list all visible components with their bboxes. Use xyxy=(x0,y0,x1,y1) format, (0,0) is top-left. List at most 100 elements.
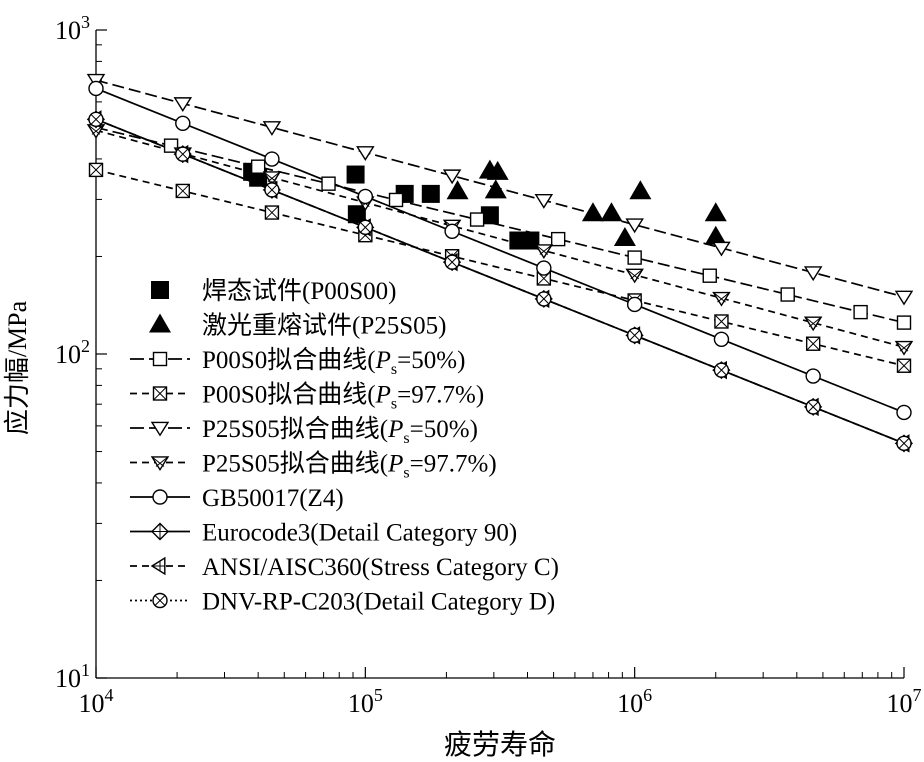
marker-shape xyxy=(149,313,171,333)
marker-cross xyxy=(630,268,643,280)
marker-cross xyxy=(538,293,550,305)
series-1-point xyxy=(629,180,652,200)
series-line-6 xyxy=(95,87,905,414)
legend-marker xyxy=(152,386,168,401)
marker-shape xyxy=(356,146,375,161)
legend-label: P00S0拟合曲线(Ps=50%) xyxy=(202,346,465,378)
marker-shape xyxy=(250,159,266,174)
legend-entry: 激光重熔试件(P25S05) xyxy=(149,312,446,340)
marker-cross xyxy=(899,341,913,352)
series-3-marker xyxy=(175,183,190,199)
marker-cross xyxy=(714,314,729,329)
marker-cross xyxy=(87,124,101,135)
series-3-marker xyxy=(714,314,729,329)
marker-shape xyxy=(486,160,509,180)
tick-labels: 104 105 106 107 101 102 103 xyxy=(55,12,922,718)
marker-cross xyxy=(804,316,818,328)
series-9-marker xyxy=(88,111,104,128)
marker-shape xyxy=(346,165,365,184)
marker-shape xyxy=(357,188,374,205)
series-line-2 xyxy=(95,126,905,324)
marker-shape xyxy=(780,287,795,302)
marker-shape xyxy=(521,231,540,250)
series-2-marker xyxy=(702,268,717,283)
y-tick-label: 102 xyxy=(55,336,90,369)
series-9-marker xyxy=(357,219,374,236)
series-3-marker xyxy=(264,205,280,220)
marker-shape xyxy=(264,151,280,167)
legend-entry: Eurocode3(Detail Category 90) xyxy=(130,520,517,547)
marker-shape xyxy=(894,290,914,306)
series-2-marker xyxy=(896,315,912,330)
marker-cross xyxy=(151,456,165,467)
legend-marker xyxy=(152,351,168,367)
legend-label: DNV-RP-C203(Detail Category D) xyxy=(202,589,555,616)
series-6-marker xyxy=(444,223,460,239)
series-line-3 xyxy=(95,169,905,367)
marker-shape xyxy=(262,121,282,136)
series-4-marker xyxy=(534,194,554,209)
series-2-marker xyxy=(163,138,179,153)
series-1-point xyxy=(486,160,509,180)
marker-shape xyxy=(853,304,868,320)
series-line-5 xyxy=(95,129,905,348)
legend-label: ANSI/AISC360(Stress Category C) xyxy=(202,554,559,581)
series-0-point xyxy=(421,184,440,203)
legend-label: GB50017(Z4) xyxy=(202,485,344,512)
marker-shape xyxy=(896,404,912,421)
legend-entry: 焊态试件(P00S00) xyxy=(151,277,396,305)
marker-cross xyxy=(175,184,190,198)
series-1-point xyxy=(446,180,469,200)
series-4-marker xyxy=(262,121,282,136)
series-0-point xyxy=(480,206,499,225)
series-2-marker xyxy=(780,287,795,302)
series-4-marker xyxy=(894,290,914,306)
legend-marker xyxy=(151,522,169,541)
marker-shape xyxy=(712,241,731,257)
series-1-point xyxy=(600,202,623,222)
legend-marker xyxy=(149,313,171,333)
legend-label: P00S0拟合曲线(Ps=97.7%) xyxy=(202,381,484,413)
y-tick-label: 103 xyxy=(55,12,90,45)
series-0-point xyxy=(521,231,540,250)
x-tick-label: 105 xyxy=(348,685,383,718)
legend-label: 焊态试件(P00S00) xyxy=(202,277,396,305)
marker-shape xyxy=(421,184,440,203)
marker-cross xyxy=(895,341,909,352)
x-tick-label: 106 xyxy=(617,685,652,718)
series-5-marker xyxy=(625,268,644,284)
marker-cross xyxy=(155,456,169,467)
legend-marker xyxy=(150,556,166,576)
series-3-marker xyxy=(805,336,821,351)
series-4-marker xyxy=(712,241,731,257)
marker-shape xyxy=(600,202,623,222)
legend-entry: GB50017(Z4) xyxy=(130,485,344,512)
marker-shape xyxy=(713,331,730,347)
series-6-marker xyxy=(805,368,821,384)
series-2-marker xyxy=(853,304,868,320)
marker-cross xyxy=(153,386,167,401)
marker-cross xyxy=(265,205,279,220)
legend-entry: P00S0拟合曲线(Ps=50%) xyxy=(130,346,465,378)
series-2-marker xyxy=(250,159,266,174)
marker-cross xyxy=(359,221,371,233)
marker-shape xyxy=(702,268,717,283)
legend-entry: P25S05拟合曲线(Ps=50%) xyxy=(130,415,478,447)
legend-marker xyxy=(150,456,170,472)
marker-shape xyxy=(534,194,554,209)
series-9-marker xyxy=(896,435,912,452)
marker-shape xyxy=(321,176,336,191)
series-9-marker xyxy=(175,146,191,162)
marker-cross xyxy=(91,124,105,135)
marker-shape xyxy=(613,227,636,247)
marker-shape xyxy=(704,225,727,245)
marker-cross xyxy=(806,336,821,351)
marker-shape xyxy=(150,421,170,437)
series-5-marker xyxy=(712,291,731,307)
legend-entry: P00S0拟合曲线(Ps=97.7%) xyxy=(130,381,484,413)
marker-shape xyxy=(805,368,821,384)
series-4-marker xyxy=(625,218,644,234)
marker-cross xyxy=(897,358,911,373)
marker-cross xyxy=(807,401,819,413)
marker-shape xyxy=(581,202,604,222)
